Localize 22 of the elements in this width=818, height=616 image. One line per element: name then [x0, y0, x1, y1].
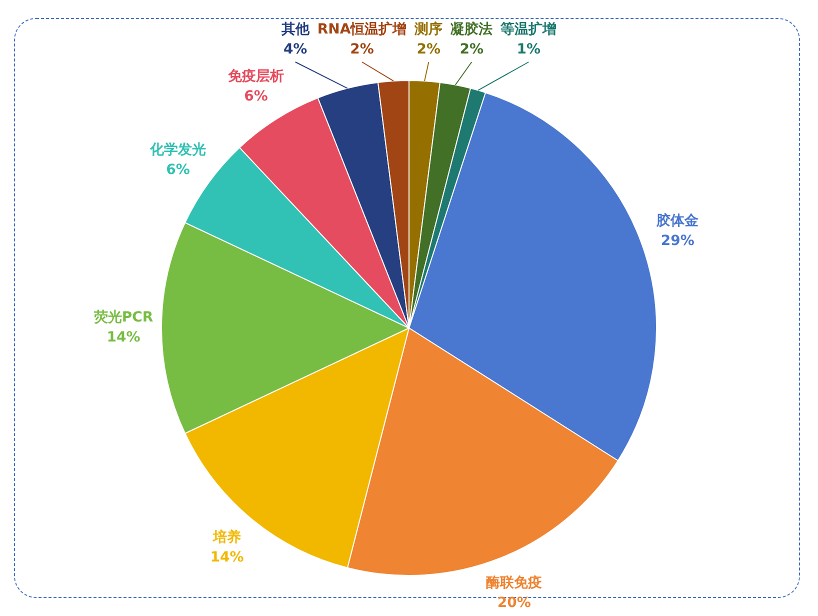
slice-label: 胶体金: [656, 212, 700, 229]
slice-label: 免疫层析: [227, 68, 284, 85]
data-label: 14%: [106, 330, 140, 346]
data-label: 1%: [516, 42, 541, 58]
slice-label: 其他: [280, 22, 310, 38]
data-label: 6%: [166, 162, 190, 178]
data-label: 6%: [244, 88, 268, 105]
slice-label: 培养: [212, 528, 242, 546]
data-label: 2%: [350, 42, 374, 58]
slice-label: 测序: [414, 20, 443, 38]
data-label: 20%: [497, 595, 531, 612]
data-label: 29%: [660, 232, 694, 249]
data-label: 14%: [210, 550, 244, 566]
data-label: 2%: [460, 42, 484, 58]
slice-label: 等温扩增: [500, 20, 557, 38]
slice-label: 凝胶法: [450, 20, 493, 38]
slice-label: 荧光PCR: [92, 310, 154, 326]
slice-label: 化学发光: [149, 142, 206, 158]
slice-label: RNA恒温扩增: [317, 20, 407, 38]
data-label: 4%: [283, 42, 308, 58]
slice-label: 酶联免疫: [486, 574, 542, 592]
data-label: 2%: [416, 42, 441, 58]
